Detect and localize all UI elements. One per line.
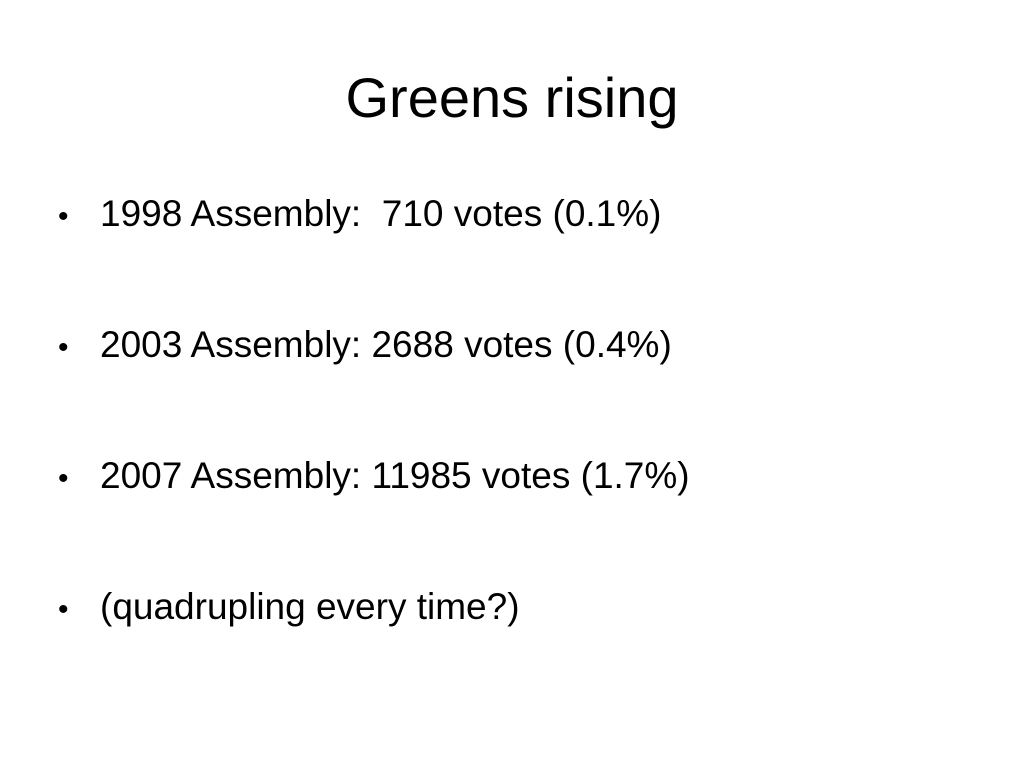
bullet-text: 2003 Assembly: 2688 votes (0.4%) (100, 324, 672, 365)
bullet-icon: • (58, 462, 69, 495)
bullet-text: 2007 Assembly: 11985 votes (1.7%) (100, 455, 690, 496)
list-item: • 1998 Assembly: 710 votes (0.1%) (58, 186, 690, 317)
bullet-list: • 1998 Assembly: 710 votes (0.1%) • 2003… (58, 186, 690, 710)
bullet-icon: • (58, 331, 69, 364)
list-item: • (quadrupling every time?) (58, 579, 690, 710)
bullet-icon: • (58, 200, 69, 233)
bullet-text: 1998 Assembly: 710 votes (0.1%) (100, 193, 662, 234)
list-item: • 2007 Assembly: 11985 votes (1.7%) (58, 448, 690, 579)
bullet-text: (quadrupling every time?) (100, 586, 520, 627)
list-item: • 2003 Assembly: 2688 votes (0.4%) (58, 317, 690, 448)
bullet-icon: • (58, 593, 69, 626)
slide-title: Greens rising (345, 66, 679, 129)
